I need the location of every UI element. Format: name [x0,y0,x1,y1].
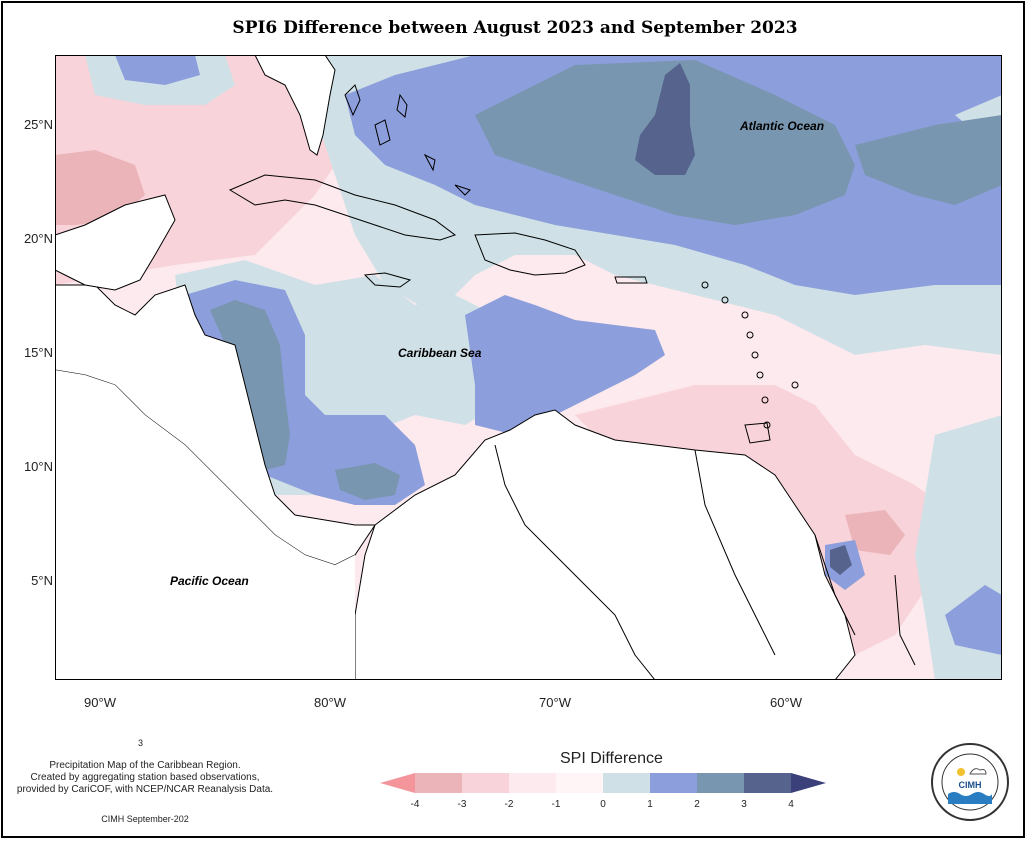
spi-contour-1-nw [115,55,200,85]
cloud-icon [969,768,987,775]
pacific-ocean-label: Pacific Ocean [170,574,249,588]
lat-tick-20: 20°N [23,231,53,246]
legend-swatch-2 [697,773,744,793]
country-borders [494,444,916,680]
lon-tick-60: 60°W [770,695,802,710]
spi-contour-1-se [945,585,1002,655]
central-america-land [55,284,376,566]
cimh-logo: CIMH [930,742,1010,822]
footnote-line-2: Created by aggregating station based obs… [30,772,260,783]
legend-tick-3: 3 [741,799,747,810]
page-title: SPI6 Difference between August 2023 and … [232,18,798,38]
legend-swatch-neg2 [509,773,556,793]
legend-swatch-1 [650,773,697,793]
spi-contour-2-honduras [210,300,290,470]
legend-title: SPI Difference [560,750,663,767]
legend-tick-neg3: -3 [458,799,467,810]
color-legend: -4 -3 -2 -1 0 1 2 3 4 [380,771,840,816]
footnote-credit: CIMH September-202 [101,814,189,824]
spi-map-svg: Atlantic Ocean Caribbean Sea Pacific Oce… [55,55,1002,680]
atlantic-ocean-label: Atlantic Ocean [739,119,824,133]
lon-tick-80: 80°W [314,695,346,710]
lat-tick-15: 15°N [23,345,53,360]
legend-swatch-3 [744,773,791,793]
legend-swatch-neg3 [462,773,509,793]
trinidad-island [744,422,771,444]
bahamas-islands [344,84,471,196]
lat-tick-5: 5°N [31,573,53,588]
legend-svg: -4 -3 -2 -1 0 1 2 3 4 [380,773,826,810]
florida-land [254,55,336,156]
legend-tick-2: 2 [694,799,700,810]
legend-arrow-left [380,773,415,793]
sun-icon [957,768,965,776]
legend-arrow-right [791,773,826,793]
footnote-line-3: provided by CariCOF, with NCEP/NCAR Rean… [16,784,274,795]
footnote-line-1: Precipitation Map of the Caribbean Regio… [49,760,241,771]
spi-contour-2-atlantic-east [855,115,1002,205]
spi-contour-3-atlantic [635,63,695,175]
legend-tick-0: 0 [600,799,606,810]
legend-tick-neg2: -2 [505,799,514,810]
caribbean-sea-label: Caribbean Sea [398,346,482,360]
spi-map: Atlantic Ocean Caribbean Sea Pacific Oce… [55,55,1002,680]
legend-tick-4: 4 [788,799,794,810]
lesser-antilles-islands [701,281,799,429]
logo-text: CIMH [959,780,982,790]
legend-tick-1: 1 [647,799,653,810]
spi-contour-1-central [465,295,665,435]
lat-tick-25: 25°N [23,117,53,132]
lon-tick-70: 70°W [539,695,571,710]
lon-tick-90: 90°W [84,695,116,710]
yucatan-land [55,194,176,291]
legend-swatch-0 [603,773,650,793]
cuba-island [228,174,457,241]
jamaica-island [363,272,412,288]
legend-swatch-neg1 [556,773,603,793]
legend-tick-neg1: -1 [552,799,561,810]
puerto-rico-island [614,276,648,284]
spi-contour-3-guiana [830,545,852,575]
cimh-logo-svg: CIMH [931,743,1009,821]
waves-icon [948,792,992,804]
spi-contour-neg3-guiana [845,510,905,555]
footnote-superscript: 3 [138,738,144,748]
pacific-ocean-area [55,370,355,680]
legend-tick-neg4: -4 [411,799,420,810]
legend-swatch-neg4 [415,773,462,793]
lat-tick-10: 10°N [23,459,53,474]
map-border [55,55,1002,680]
spi-contour-2-panama [335,463,400,500]
hispaniola-island [474,232,586,276]
